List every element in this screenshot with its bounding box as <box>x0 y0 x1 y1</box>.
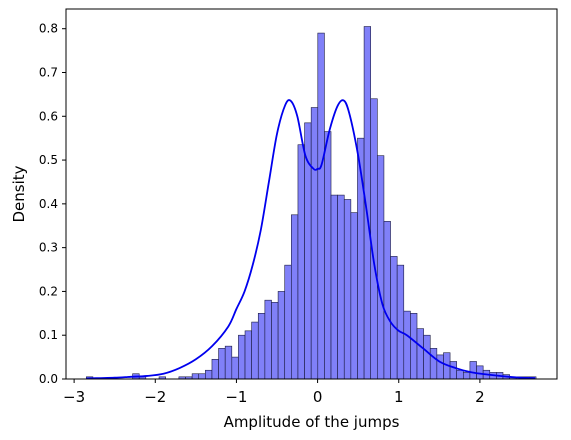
y-tick-label: 0.2 <box>39 284 58 298</box>
histogram-bar <box>403 310 411 380</box>
x-tick-label: 0 <box>313 388 323 406</box>
plot-frame <box>65 8 558 380</box>
y-tick-label: 0.7 <box>39 65 58 79</box>
histogram-bar <box>390 256 398 380</box>
histogram-bar <box>463 372 471 380</box>
histogram-bar <box>191 373 200 380</box>
histogram-bar <box>456 369 464 380</box>
histogram-bar <box>370 98 378 380</box>
y-tick-label: 0.4 <box>39 197 58 211</box>
y-axis-ticks: 0.0 0.1 0.2 0.3 0.4 0.5 0.6 0.7 0.8 <box>39 22 66 386</box>
histogram-bar <box>377 155 385 380</box>
histogram-bar <box>224 345 233 380</box>
histogram-bar <box>238 334 246 380</box>
histogram-bar <box>284 264 292 380</box>
x-tick-label: 2 <box>475 388 485 406</box>
y-tick-label: 0.0 <box>39 372 58 386</box>
histogram-bar <box>310 107 319 380</box>
histogram-bar <box>271 302 279 380</box>
histogram-bar <box>429 348 438 380</box>
histogram-bar <box>264 299 272 380</box>
histogram-bar <box>251 321 259 380</box>
histogram-bar <box>218 348 226 380</box>
histogram-bar <box>244 330 252 380</box>
kde-curve <box>86 99 536 380</box>
histogram-bar <box>205 369 213 380</box>
histogram-bar <box>350 212 358 380</box>
y-tick-label: 0.5 <box>39 153 58 167</box>
histogram-bar <box>396 264 405 380</box>
histogram-bar <box>337 194 345 380</box>
histogram-bar <box>211 358 219 380</box>
histogram-bar <box>423 334 431 380</box>
x-axis-ticks: −3 −2 −1 0 1 2 <box>63 379 485 406</box>
histogram-bar <box>469 361 477 380</box>
histogram-bar <box>410 313 418 380</box>
y-axis-label: Density <box>10 165 28 222</box>
histogram-bar <box>277 291 286 380</box>
histogram-bar <box>330 194 338 380</box>
histogram-bar <box>476 365 484 380</box>
histogram-bar <box>297 144 305 380</box>
histogram-bars <box>85 26 537 380</box>
y-tick-label: 0.8 <box>39 22 58 36</box>
histogram-bar <box>317 32 325 380</box>
y-tick-label: 0.3 <box>39 241 58 255</box>
x-axis-label: Amplitude of the jumps <box>224 413 400 431</box>
x-tick-label: −2 <box>144 388 166 406</box>
x-tick-label: −3 <box>63 388 85 406</box>
x-tick-label: 1 <box>394 388 404 406</box>
histogram-bar <box>449 361 457 380</box>
histogram-bar <box>383 221 391 380</box>
histogram-bar <box>257 313 266 380</box>
histogram-bar <box>324 131 332 380</box>
histogram-bar <box>198 373 206 380</box>
y-tick-label: 0.6 <box>39 109 58 123</box>
y-tick-label: 0.1 <box>39 328 58 342</box>
x-tick-label: −1 <box>225 388 247 406</box>
histogram-bar <box>436 354 444 380</box>
histogram-bar <box>231 356 239 380</box>
histogram-bar <box>416 328 424 380</box>
histogram-bar <box>343 199 352 380</box>
histogram-bar <box>291 214 299 380</box>
